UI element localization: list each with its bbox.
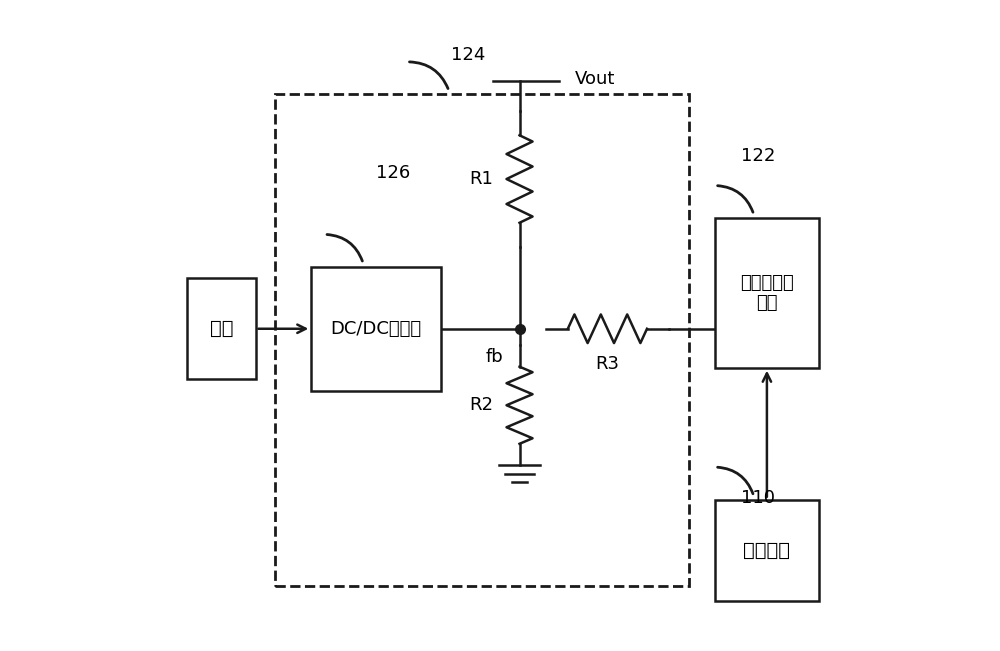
Bar bbox=[715, 500, 819, 600]
Text: 122: 122 bbox=[741, 147, 775, 165]
Text: 第一数模转
换器: 第一数模转 换器 bbox=[740, 273, 794, 312]
Text: R1: R1 bbox=[470, 170, 493, 188]
Text: DC/DC转换器: DC/DC转换器 bbox=[331, 320, 422, 338]
Text: fb: fb bbox=[486, 348, 503, 367]
Text: Vout: Vout bbox=[575, 70, 615, 89]
Text: 126: 126 bbox=[376, 163, 411, 182]
Bar bbox=[187, 279, 256, 379]
Bar bbox=[715, 218, 819, 368]
Text: R3: R3 bbox=[595, 355, 619, 373]
Text: 主控芯觇: 主控芯觇 bbox=[743, 540, 790, 560]
Bar bbox=[311, 267, 441, 391]
Bar bbox=[275, 94, 689, 586]
Text: 124: 124 bbox=[451, 46, 486, 64]
Text: 电源: 电源 bbox=[210, 319, 233, 339]
Text: R2: R2 bbox=[469, 396, 493, 414]
Text: 110: 110 bbox=[741, 489, 775, 507]
